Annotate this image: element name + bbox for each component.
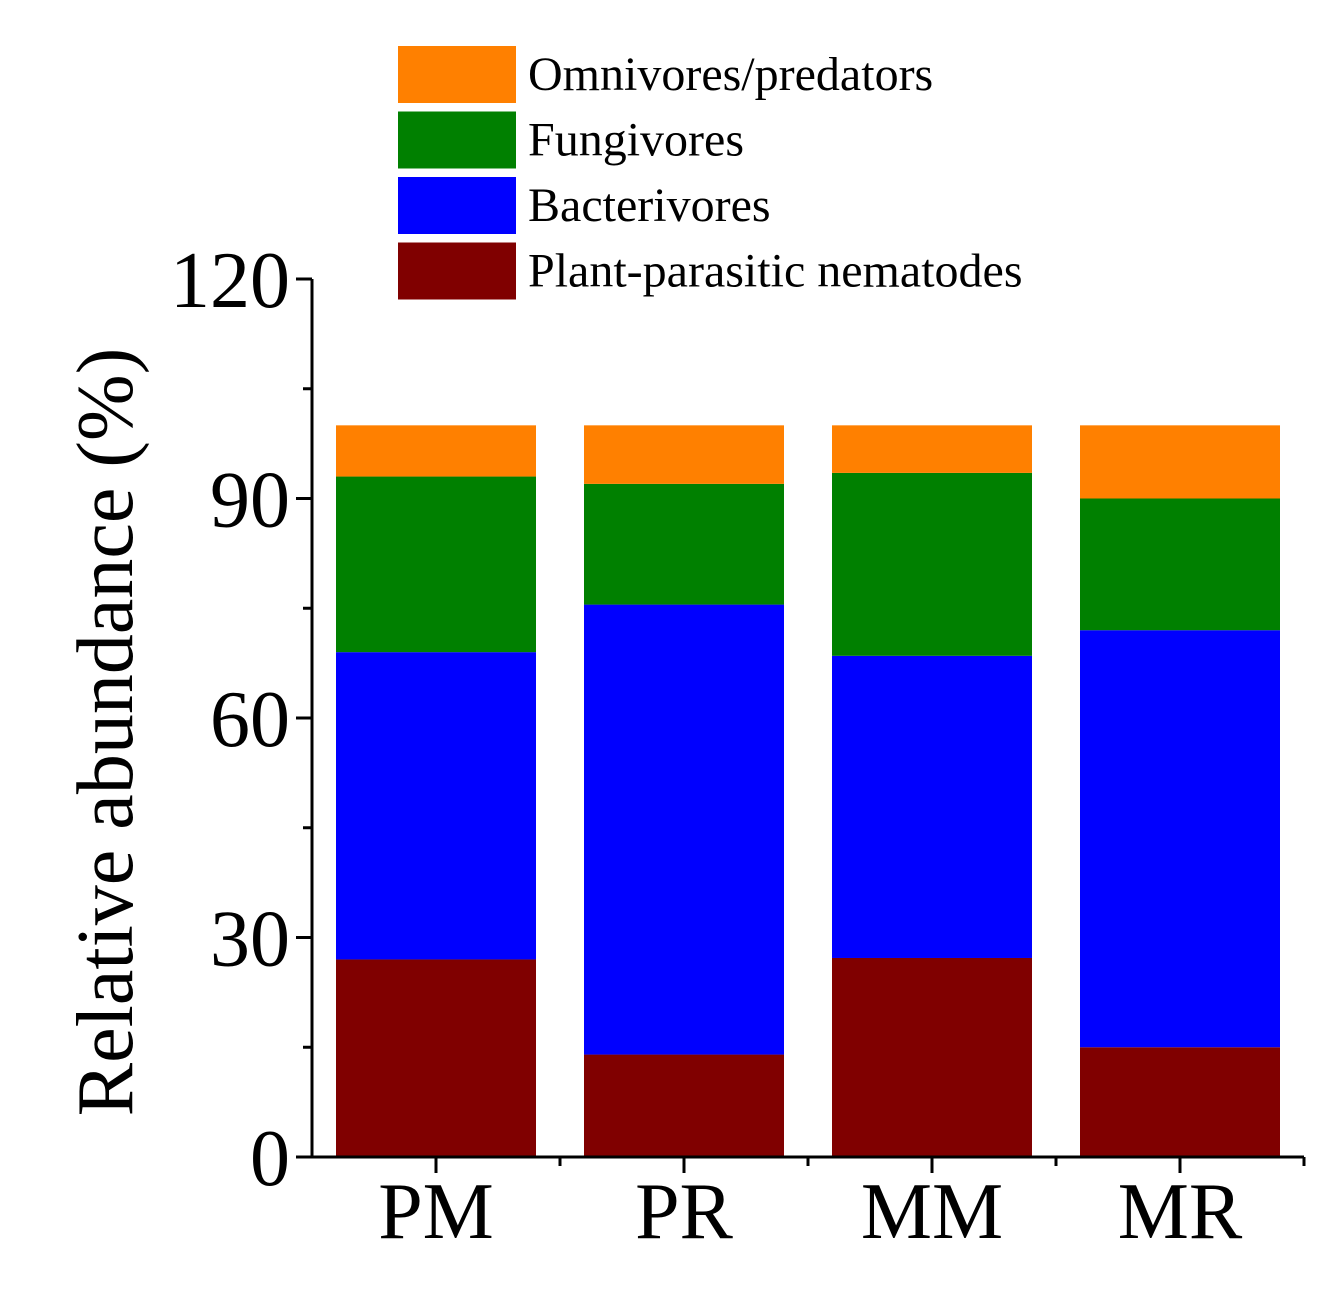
- legend: Omnivores/predators Fungivores Bacterivore…: [398, 46, 1023, 300]
- x-tick-label-pr: PR: [635, 1168, 733, 1256]
- bar-mr-bacterivores: [1080, 630, 1280, 1048]
- legend-label-omnivores-predators: Omnivores/predators: [528, 48, 933, 101]
- bar-mr-plant-parasitic-nematodes: [1080, 1047, 1280, 1157]
- bar-pm-fungivores: [336, 476, 536, 653]
- legend-swatch-plant-parasitic-nematodes: [398, 242, 516, 300]
- bar-pm-plant-parasitic-nematodes: [336, 959, 536, 1157]
- x-tick-label-mm: MM: [861, 1168, 1003, 1256]
- legend-label-fungivores: Fungivores: [528, 114, 744, 167]
- axes-group: 0 30 60 90 120 PM PR MM MR: [170, 237, 1306, 1256]
- bar-mm-plant-parasitic-nematodes: [832, 957, 1032, 1157]
- legend-swatch-bacterivores: [398, 177, 516, 234]
- bar-pm-bacterivores: [336, 652, 536, 960]
- bars-group: [336, 425, 1280, 1157]
- bar-mm-omnivores-predators: [832, 425, 1032, 473]
- bar-pr-fungivores: [584, 483, 784, 605]
- y-tick-label: 0: [250, 1115, 290, 1203]
- bar-mr-omnivores-predators: [1080, 425, 1280, 499]
- bar-pr-plant-parasitic-nematodes: [584, 1054, 784, 1157]
- bar-pr-omnivores-predators: [584, 425, 784, 484]
- legend-label-bacterivores: Bacterivores: [528, 179, 771, 232]
- y-tick-label: 60: [210, 676, 290, 764]
- legend-swatch-fungivores: [398, 111, 516, 169]
- x-tick-label-pm: PM: [378, 1168, 494, 1256]
- y-tick-label: 120: [170, 237, 290, 325]
- x-tick-label-mr: MR: [1118, 1168, 1243, 1256]
- bar-mm-fungivores: [832, 472, 1032, 656]
- y-axis-label: Relative abundance (%): [62, 348, 150, 1117]
- y-tick-label: 30: [210, 896, 290, 984]
- bar-pm-omnivores-predators: [336, 425, 536, 477]
- y-tick-label: 90: [210, 457, 290, 545]
- bar-mr-fungivores: [1080, 498, 1280, 631]
- bar-pr-bacterivores: [584, 604, 784, 1055]
- legend-label-plant-parasitic-nematodes: Plant-parasitic nematodes: [528, 245, 1023, 298]
- legend-swatch-omnivores-predators: [398, 46, 516, 103]
- bar-mm-bacterivores: [832, 655, 1032, 958]
